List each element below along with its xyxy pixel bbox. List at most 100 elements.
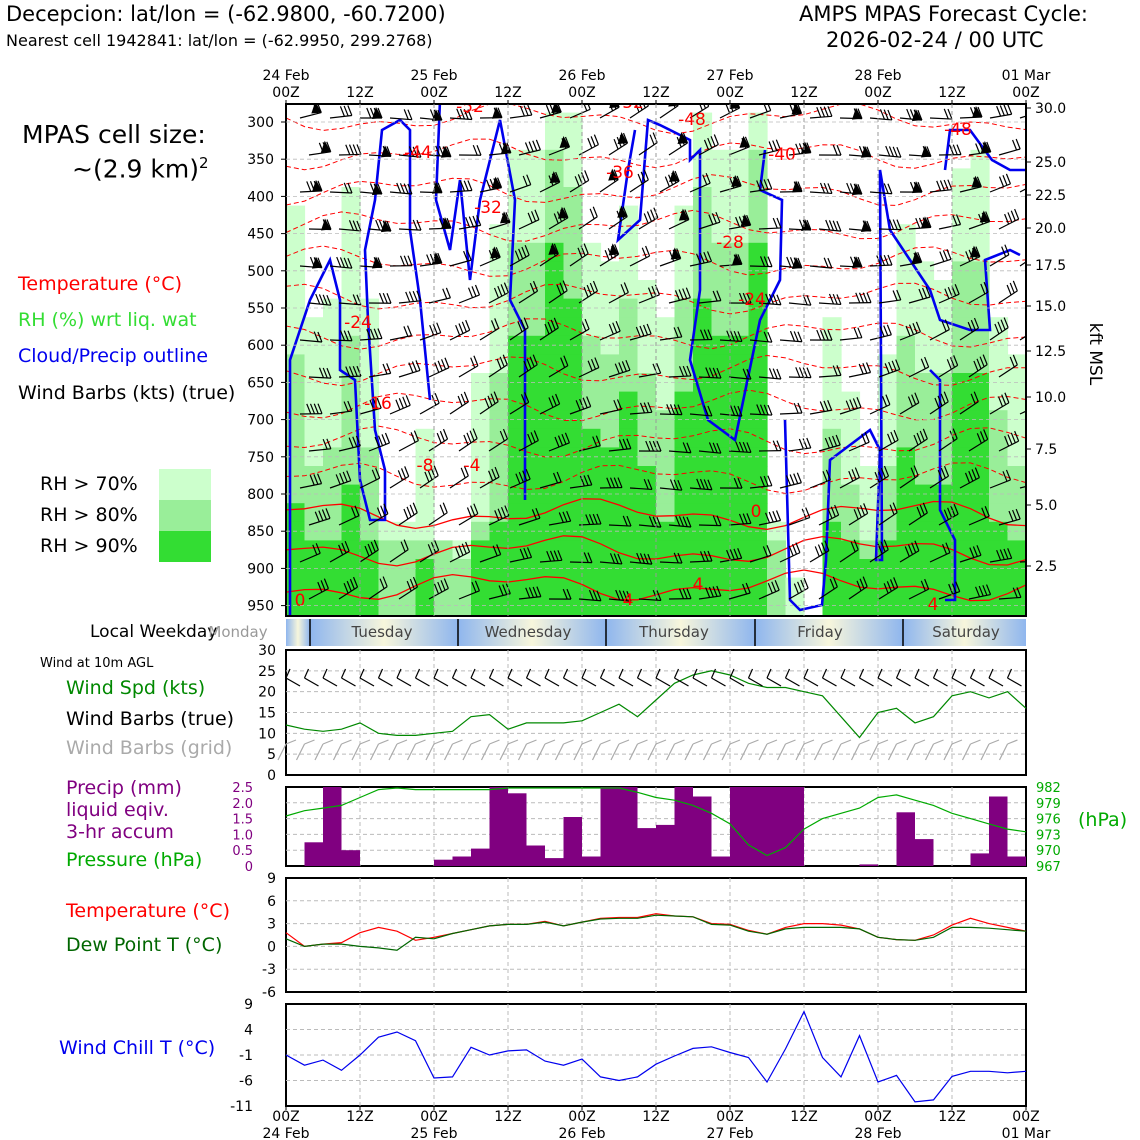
wind-barb-feather [976, 358, 982, 370]
pressure-tick-label: 500 [247, 264, 274, 280]
rh-cell [730, 354, 750, 374]
wind-barb-feather [424, 471, 430, 483]
rh-cell [933, 410, 953, 430]
wind-barb-feather [582, 397, 588, 408]
rh-cell [508, 205, 528, 225]
wind-barb-grid-feather [415, 739, 426, 745]
wind-barb-feather [832, 144, 838, 156]
wind-barb [329, 339, 353, 342]
legend-rh80-swatch [159, 500, 211, 531]
rh-cell [286, 205, 306, 225]
wind-barb-feather [352, 220, 358, 231]
wind-barb-feather [445, 287, 451, 299]
wind-chill-line [285, 1010, 1027, 1103]
wind-barb [728, 450, 751, 454]
wind-barb-feather [786, 256, 792, 268]
wind-barb-feather [768, 141, 774, 152]
wind-barb-feather [400, 541, 406, 552]
wind-barb-feather [1036, 514, 1040, 524]
wind-barb [908, 296, 931, 304]
wind-barb-feather [736, 175, 742, 187]
wind-barb-feather [910, 467, 916, 478]
rh-cell [637, 391, 657, 411]
wind-barb-feather [806, 294, 812, 306]
legend-rh70-swatch [159, 469, 211, 500]
wind-barb-feather [529, 282, 535, 294]
wind-barb-feather [1005, 173, 1012, 185]
rh-cell [989, 447, 1009, 467]
wind-barb-feather [528, 141, 534, 152]
rh-cell [415, 466, 435, 486]
wind-barb-feather [746, 513, 752, 524]
wind-barb-feather [950, 505, 956, 517]
wind-barb-feather [522, 175, 528, 187]
rh-cell [693, 428, 713, 448]
wind-barb-feather [583, 552, 589, 563]
wind-barb-feather [756, 404, 762, 415]
rh-cell [545, 354, 565, 374]
wind-barb-grid-feather [359, 739, 371, 745]
wind-barb-feather [823, 400, 829, 412]
wind-barb-feather [952, 215, 958, 226]
wind-barb-flag [1038, 206, 1048, 218]
rh-cell [878, 373, 898, 393]
wind-barb-feather [673, 552, 679, 564]
bottom-date-label: 24 Feb [262, 1126, 309, 1140]
wind-barb-feather [647, 287, 654, 298]
wind-barb-feather [406, 580, 412, 592]
wind-barb-feather [520, 394, 527, 405]
wind-barb-flag [980, 140, 991, 153]
wind-barb [758, 376, 781, 380]
cross-section: -52 -52-48-48-44 -40-36-32-28-24-24-16-8 -4… [286, 104, 1048, 616]
wind-barb [839, 337, 862, 341]
wind-barb [599, 408, 622, 415]
rh-cell [915, 391, 935, 411]
wind-barb-feather [440, 359, 447, 370]
wind-barb-feather [557, 550, 563, 561]
wind-barb-feather [472, 428, 478, 439]
top-hour-label: 12Z [346, 85, 373, 101]
wind-barb-feather [407, 183, 413, 195]
wind-barb-feather [874, 471, 880, 483]
rh-cell [933, 466, 953, 486]
wind-barb-feather [1034, 287, 1038, 297]
wind-barb-feather [866, 220, 872, 232]
wind-barb-feather [523, 360, 529, 372]
wind-barb [419, 262, 442, 267]
wind-barb-feather [652, 440, 658, 452]
wind-barb-flag [499, 211, 510, 224]
wind-barb-grid-feather [452, 739, 463, 745]
wind-barb-feather [856, 507, 862, 518]
precip-label-1: Precip (mm) [66, 777, 182, 799]
wind-barb [638, 598, 661, 602]
cloud-outline [616, 118, 784, 443]
wind-barb-grid-feather [970, 739, 981, 745]
rh-cell [730, 391, 750, 411]
precip-tick-label: 0.5 [232, 844, 253, 859]
wind-barb-feather [377, 107, 383, 119]
wind-barb-feather [1040, 589, 1044, 599]
wind-barb-grid [684, 743, 694, 761]
wind-barb-feather [785, 475, 792, 486]
wind-barb-feather [535, 139, 541, 151]
wind-barb-feather [343, 582, 349, 594]
wind-barb-feather [853, 539, 859, 550]
wind-barb-feather [412, 146, 418, 158]
top-date-label: 26 Feb [558, 68, 605, 84]
chill-panel-label: Wind Chill T (°C) [59, 1037, 216, 1059]
wind-barb-feather [889, 504, 895, 515]
wind-barb-feather [396, 182, 402, 194]
wind-barb-feather [806, 437, 812, 449]
wind-barb-feather [343, 182, 349, 194]
rh-cell [730, 428, 750, 448]
wind-barb-feather [789, 474, 795, 485]
wind-barb-flag [311, 179, 322, 192]
kft-tick-label: 10.0 [1035, 390, 1066, 406]
wind-barb [479, 187, 502, 193]
wind-barb-feather [587, 360, 593, 372]
precip-tick-label: 0 [245, 860, 253, 875]
legend-rh70-label: RH > 70% [40, 473, 138, 495]
wind-barb-feather [647, 479, 653, 490]
wind-barb-feather [737, 254, 743, 265]
wind-barb-10m-feather [396, 668, 402, 679]
